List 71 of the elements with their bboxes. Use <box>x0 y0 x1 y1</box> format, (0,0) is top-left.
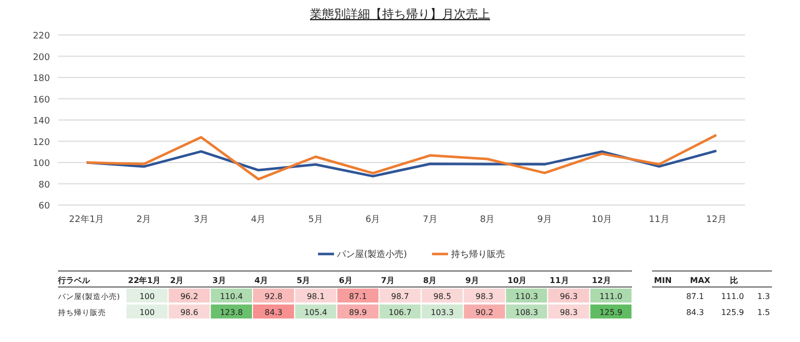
x-tick-label: 11月 <box>550 276 569 285</box>
x-tick-label: 22年1月 <box>69 214 104 225</box>
data-label: 98.7 <box>391 292 409 301</box>
y-tick-label: 140 <box>32 116 50 126</box>
text: 87.1 <box>686 292 704 301</box>
x-tick-label: 4月 <box>251 215 266 225</box>
y-tick-label: 120 <box>32 138 50 148</box>
data-label: 106.7 <box>388 308 412 317</box>
text: 行ラベル <box>57 276 91 285</box>
y-tick-label: 80 <box>38 180 50 190</box>
data-label: 105.4 <box>304 308 328 317</box>
legend-label: 持ち帰り販売 <box>451 249 506 260</box>
data-label: 98.1 <box>306 292 325 301</box>
data-label: 96.2 <box>180 292 198 301</box>
x-tick-label: 2月 <box>170 276 184 285</box>
x-tick-label: 10月 <box>592 215 612 225</box>
data-label: 110.3 <box>515 292 538 301</box>
y-tick-label: 160 <box>32 95 50 106</box>
x-tick-label: 11月 <box>648 215 670 225</box>
x-tick-label: 12月 <box>592 276 611 285</box>
data-label: 98.3 <box>560 308 578 317</box>
data-label: 92.8 <box>264 292 282 301</box>
x-tick-label: 9月 <box>465 276 479 285</box>
data-label: 96.3 <box>560 292 578 301</box>
x-tick-label: 7月 <box>381 276 395 285</box>
x-tick-label: 5月 <box>296 276 310 285</box>
text: 111.0 <box>721 292 744 301</box>
y-tick-label: 100 <box>32 159 50 169</box>
data-label: 100 <box>139 308 155 317</box>
data-label: 89.9 <box>349 308 367 317</box>
x-tick-label: 3月 <box>212 276 226 285</box>
data-label: 100 <box>139 292 155 301</box>
data-label: 87.1 <box>349 292 367 301</box>
x-tick-label: 22年1月 <box>128 276 161 285</box>
y-tick-label: 200 <box>32 52 50 63</box>
chart-title: 業態別詳細【持ち帰り】月次売上 <box>310 7 490 21</box>
text: 125.9 <box>721 308 744 317</box>
text: 1.3 <box>757 292 770 301</box>
text: 84.3 <box>686 308 704 317</box>
data-label: 125.9 <box>599 308 622 317</box>
x-tick-label: 8月 <box>423 276 437 285</box>
line-series <box>85 134 718 180</box>
data-label: 108.3 <box>515 308 538 317</box>
x-tick-label: 4月 <box>254 276 268 285</box>
x-tick-label: 3月 <box>194 215 208 225</box>
x-tick-label: 12月 <box>706 215 727 225</box>
legend-label: パン屋(製造小売) <box>336 249 408 260</box>
y-tick-label: 180 <box>32 74 50 84</box>
x-tick-label: 6月 <box>366 215 380 225</box>
data-label: 98.5 <box>433 292 452 301</box>
text: 比 <box>730 276 738 285</box>
x-tick-label: 5月 <box>308 215 323 225</box>
text: MIN <box>654 276 672 285</box>
data-label: 103.3 <box>430 308 454 317</box>
data-label: 98.3 <box>476 292 494 301</box>
y-tick-label: 60 <box>38 202 50 212</box>
text: 1.5 <box>757 308 770 317</box>
data-label: 123.8 <box>220 308 243 317</box>
data-label: 84.3 <box>264 308 282 317</box>
text: MAX <box>690 276 712 285</box>
x-tick-label: 8月 <box>480 215 495 225</box>
data-label: 111.0 <box>599 292 622 301</box>
x-tick-label: 2月 <box>136 215 152 225</box>
data-label: 98.6 <box>180 308 198 317</box>
x-tick-label: 6月 <box>338 276 352 285</box>
data-label: 110.4 <box>220 292 243 301</box>
x-tick-label: 10月 <box>508 276 527 285</box>
x-tick-label: 7月 <box>422 215 438 225</box>
data-label: 90.2 <box>476 308 494 317</box>
y-tick-label: 220 <box>32 32 50 42</box>
x-tick-label: 9月 <box>537 215 552 225</box>
